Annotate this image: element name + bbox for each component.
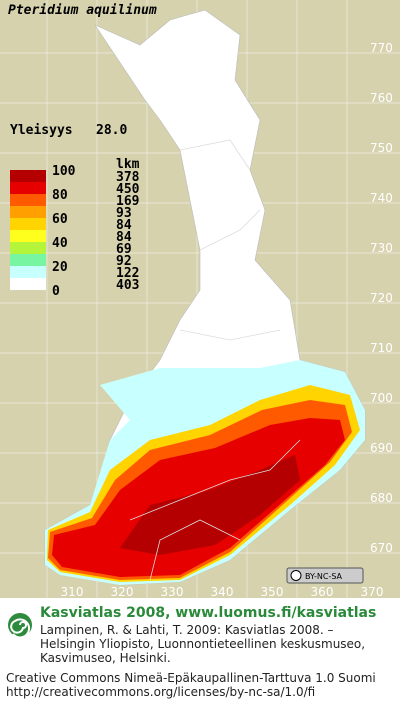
border	[179, 139, 251, 171]
badge-text: BY-NC-SA	[305, 572, 343, 581]
legend-count: 84	[116, 218, 132, 233]
license-line: http://creativecommons.org/licenses/by-n…	[6, 685, 315, 699]
legend-swatch	[10, 194, 46, 206]
legend-count-header: lkm	[116, 157, 140, 172]
border	[199, 209, 261, 251]
y-tick-label: 670	[370, 541, 393, 555]
y-tick-label: 710	[370, 341, 393, 355]
legend-swatch	[10, 230, 46, 242]
license-line: Creative Commons Nimeä-Epäkaupallinen-Ta…	[6, 671, 376, 685]
citation-line: Helsingin Yliopisto, Luonnontieteellinen…	[40, 637, 365, 651]
y-tick-label: 750	[370, 141, 393, 155]
region-borders	[129, 139, 301, 581]
legend-count: 92	[116, 254, 132, 269]
y-tick-label: 720	[370, 291, 393, 305]
y-tick-label: 740	[370, 191, 393, 205]
cc-icon	[290, 570, 302, 581]
legend-count: 122	[116, 266, 139, 281]
legend-class-label: 40	[52, 236, 68, 251]
logo-spiral	[10, 618, 31, 639]
x-tick-label: 330	[161, 585, 184, 599]
y-tick-label: 730	[370, 241, 393, 255]
border	[149, 519, 241, 581]
legend-count: 84	[116, 230, 132, 245]
legend-class-label: 60	[52, 212, 68, 227]
legend-swatch	[10, 218, 46, 230]
license-badge: BY-NC-SA	[286, 567, 364, 584]
x-tick-label: 320	[111, 585, 134, 599]
y-tick-label: 770	[370, 41, 393, 55]
border	[129, 439, 301, 521]
legend-count: 69	[116, 242, 132, 257]
legend-swatch	[10, 278, 46, 290]
legend-class-label: 100	[52, 164, 76, 179]
frequency-label: Yleisyys	[10, 123, 73, 138]
badge-box	[286, 567, 364, 584]
y-tick-label: 690	[370, 441, 393, 455]
title: Pteridium aquilinum	[8, 3, 157, 18]
legend-class-label: 80	[52, 188, 68, 203]
legend-count: 403	[116, 278, 139, 293]
border	[179, 329, 281, 341]
legend-swatch	[10, 182, 46, 194]
citation-line: Kasvimuseo, Helsinki.	[40, 651, 171, 665]
legend-class-label: 20	[52, 260, 68, 275]
y-tick-label: 700	[370, 391, 393, 405]
legend-count: 93	[116, 206, 132, 221]
footer-heading: Kasviatlas 2008, www.luomus.fi/kasviatla…	[40, 605, 376, 621]
x-tick-label: 360	[311, 585, 334, 599]
legend-count: 378	[116, 170, 140, 185]
legend-count: 169	[116, 194, 139, 209]
legend-swatch	[10, 170, 46, 182]
legend-count: 450	[116, 182, 140, 197]
x-tick-label: 370	[361, 585, 384, 599]
range-core	[120, 455, 300, 555]
frequency-value: 28.0	[96, 123, 127, 138]
x-tick-label: 340	[211, 585, 234, 599]
x-tick-label: 310	[61, 585, 84, 599]
legend-swatch	[10, 206, 46, 218]
logo	[8, 613, 32, 639]
y-tick-label: 760	[370, 91, 393, 105]
legend-swatch	[10, 254, 46, 266]
legend-swatch	[10, 266, 46, 278]
x-tick-label: 350	[261, 585, 284, 599]
legend-swatch	[10, 242, 46, 254]
y-tick-label: 680	[370, 491, 393, 505]
citation-line: Lampinen, R. & Lahti, T. 2009: Kasviatla…	[40, 623, 334, 637]
legend-class-label: 0	[52, 284, 60, 299]
